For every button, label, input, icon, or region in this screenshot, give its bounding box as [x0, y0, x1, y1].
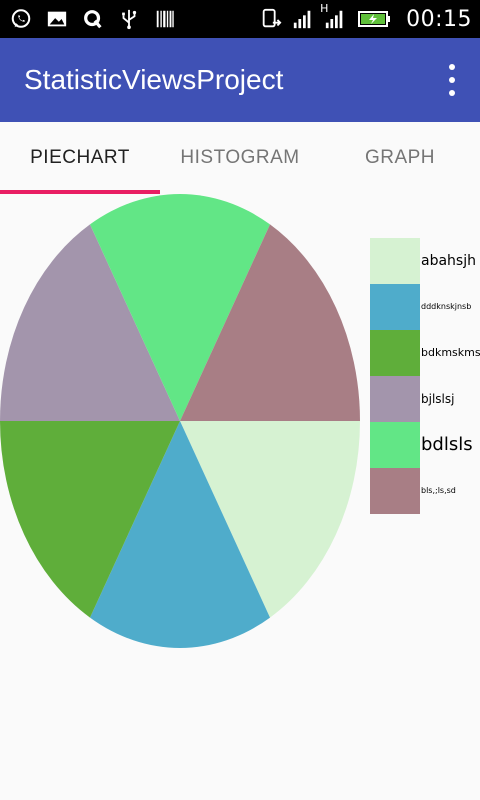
pie-slice [90, 194, 270, 421]
tab-histogram[interactable]: HISTOGRAM [180, 147, 300, 168]
legend-item: abahsjh [370, 238, 480, 284]
legend-swatch [370, 284, 420, 330]
legend-swatch [370, 468, 420, 514]
pie-slice [180, 224, 360, 421]
pie-slice [90, 421, 270, 648]
status-bar: H 00:15 [0, 0, 480, 38]
legend-label: bls,;ls,sd [421, 486, 456, 495]
legend-swatch [370, 238, 420, 284]
legend-item: bdlsls [370, 422, 480, 468]
barcode-icon [156, 10, 174, 28]
pie-slice [0, 224, 180, 421]
q-icon [84, 10, 102, 29]
active-tab-indicator [0, 190, 160, 194]
system-icons: H 00:15 [260, 0, 472, 38]
signal-icon: H [320, 2, 348, 30]
legend-label: abahsjh [421, 253, 476, 269]
legend-item: bdkmskms [370, 330, 480, 376]
pie-slice [0, 421, 180, 618]
app-title: StatisticViewsProject [24, 64, 284, 95]
legend-swatch [370, 376, 420, 422]
legend-label: bdkmskms [421, 346, 480, 359]
clock: 00:15 [406, 6, 472, 32]
overflow-menu-icon[interactable] [444, 64, 460, 96]
pie-slice [180, 421, 360, 618]
whatsapp-icon [11, 9, 31, 28]
tab-bar: PIECHART HISTOGRAM GRAPH [0, 122, 480, 194]
legend-label: dddknskjnsb [421, 302, 472, 311]
legend-item: dddknskjnsb [370, 284, 480, 330]
legend-label: bdlsls [421, 434, 473, 455]
legend-item: bjlslsj [370, 376, 480, 422]
legend-swatch [370, 330, 420, 376]
legend-label: bjlslsj [421, 392, 455, 406]
signal-icon [293, 10, 311, 29]
tab-graph[interactable]: GRAPH [364, 147, 436, 168]
battery-charging-icon [358, 11, 391, 27]
usb-icon [122, 9, 137, 30]
tab-piechart[interactable]: PIECHART [30, 147, 130, 168]
app-bar: StatisticViewsProject [0, 38, 480, 122]
network-type-label: H [320, 2, 329, 15]
chart-legend: abahsjh dddknskjnsb bdkmskms bjlslsj bdlsls b… [370, 238, 480, 514]
phone-sync-icon [262, 8, 282, 28]
legend-swatch [370, 422, 420, 468]
legend-item: bls,;ls,sd [370, 468, 480, 514]
gallery-icon [47, 11, 67, 27]
pie-chart [0, 194, 360, 648]
notification-icons [10, 0, 176, 38]
